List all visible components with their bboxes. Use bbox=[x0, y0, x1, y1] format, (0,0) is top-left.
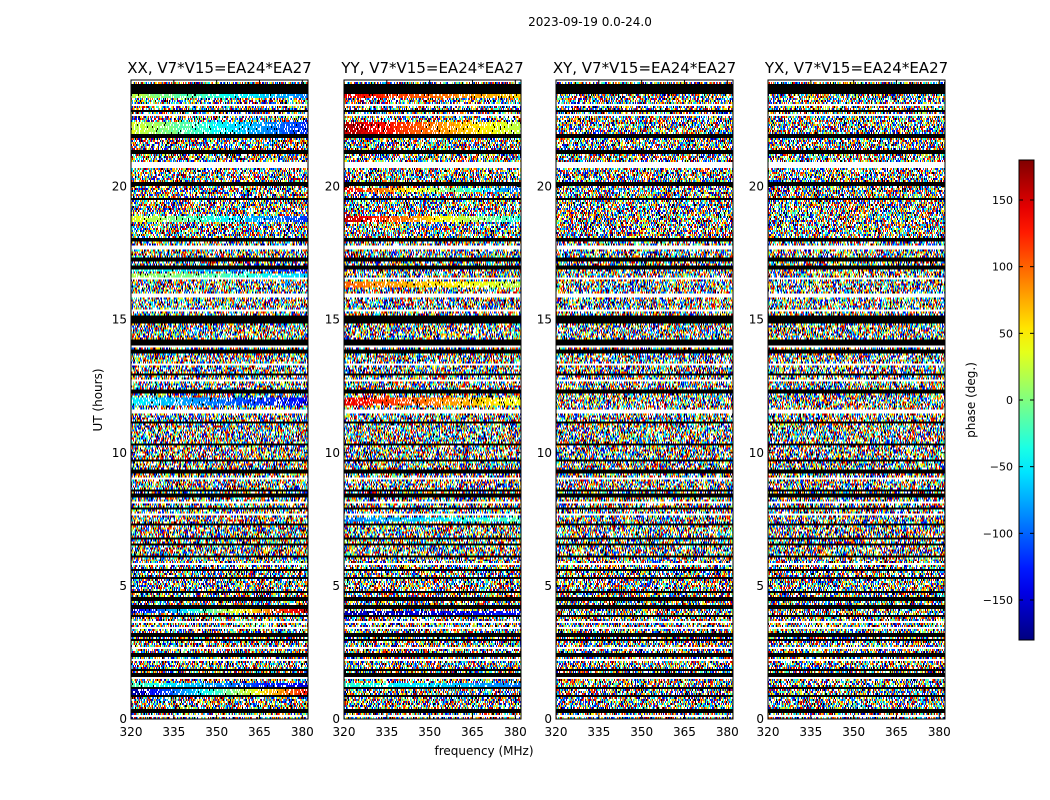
colorbar-tick-label: 100 bbox=[992, 261, 1013, 274]
y-tick-label: 0 bbox=[332, 712, 340, 726]
x-tick-label: 335 bbox=[587, 725, 610, 739]
panel-title: YX, V7*V15=EA24*EA27 bbox=[764, 59, 948, 77]
colorbar: 150 100 50 0 −50 −100 −150 bbox=[983, 159, 1035, 641]
x-tick-label: 365 bbox=[461, 725, 484, 739]
x-tick-label: 350 bbox=[418, 725, 441, 739]
panels: XX, V7*V15=EA24*EA27 320 335 350 365 380 0 5 10 1… bbox=[112, 59, 951, 739]
colorbar-tick-label: −50 bbox=[990, 461, 1013, 474]
panel-3: XY, V7*V15=EA24*EA27 320 335 350 365 380 0 5 10 1… bbox=[537, 59, 739, 739]
panel-2: YY, V7*V15=EA24*EA27 320 335 350 365 380 0 5 10 1… bbox=[325, 59, 527, 739]
x-tick-label: 380 bbox=[928, 725, 951, 739]
x-tick-label: 365 bbox=[885, 725, 908, 739]
y-tick-label: 20 bbox=[749, 180, 764, 194]
panel-4: YX, V7*V15=EA24*EA27 320 335 350 365 380 0 5 10 1… bbox=[749, 59, 951, 739]
x-tick-label: 365 bbox=[673, 725, 696, 739]
y-tick-label: 5 bbox=[119, 579, 127, 593]
figure-title: 2023-09-19 0.0-24.0 bbox=[528, 15, 652, 29]
colorbar-tick-label: 0 bbox=[1006, 394, 1013, 407]
y-tick-label: 10 bbox=[749, 446, 764, 460]
x-tick-label: 320 bbox=[120, 725, 143, 739]
x-tick-label: 320 bbox=[757, 725, 780, 739]
x-tick-label: 350 bbox=[630, 725, 653, 739]
x-tick-label: 350 bbox=[842, 725, 865, 739]
y-tick-label: 15 bbox=[325, 313, 340, 327]
y-tick-label: 20 bbox=[325, 180, 340, 194]
y-tick-label: 5 bbox=[544, 579, 552, 593]
colorbar-tick-label: 150 bbox=[992, 194, 1013, 207]
y-tick-label: 5 bbox=[756, 579, 764, 593]
panel-heatmap bbox=[768, 80, 945, 719]
colorbar-tick-label: −100 bbox=[983, 527, 1013, 540]
x-tick-label: 335 bbox=[162, 725, 185, 739]
x-tick-label: 365 bbox=[248, 725, 271, 739]
y-tick-label: 15 bbox=[537, 313, 552, 327]
panel-frame bbox=[343, 79, 522, 720]
x-tick-label: 380 bbox=[504, 725, 527, 739]
panel-title: XX, V7*V15=EA24*EA27 bbox=[127, 59, 311, 77]
colorbar-label: phase (deg.) bbox=[964, 362, 978, 438]
panel-heatmap bbox=[131, 80, 308, 719]
colorbar-tick-label: −150 bbox=[983, 594, 1013, 607]
panel-frame bbox=[767, 79, 946, 720]
panel-frame bbox=[555, 79, 734, 720]
y-tick-label: 10 bbox=[537, 446, 552, 460]
y-tick-label: 15 bbox=[749, 313, 764, 327]
colorbar-tick-label: 50 bbox=[999, 327, 1013, 340]
panel-title: YY, V7*V15=EA24*EA27 bbox=[340, 59, 523, 77]
y-tick-label: 10 bbox=[112, 446, 127, 460]
y-tick-label: 20 bbox=[112, 180, 127, 194]
x-tick-label: 380 bbox=[716, 725, 739, 739]
y-tick-label: 15 bbox=[112, 313, 127, 327]
panel-1: XX, V7*V15=EA24*EA27 320 335 350 365 380 0 5 10 1… bbox=[112, 59, 314, 739]
y-tick-label: 10 bbox=[325, 446, 340, 460]
y-tick-label: 0 bbox=[544, 712, 552, 726]
y-tick-label: 20 bbox=[537, 180, 552, 194]
panel-heatmap bbox=[556, 80, 733, 719]
y-tick-label: 0 bbox=[119, 712, 127, 726]
x-tick-label: 320 bbox=[333, 725, 356, 739]
x-axis-label: frequency (MHz) bbox=[434, 744, 533, 758]
x-tick-label: 350 bbox=[205, 725, 228, 739]
x-tick-label: 335 bbox=[799, 725, 822, 739]
panel-frame bbox=[130, 79, 309, 720]
panel-title: XY, V7*V15=EA24*EA27 bbox=[553, 59, 736, 77]
x-tick-label: 335 bbox=[375, 725, 398, 739]
y-axis-label: UT (hours) bbox=[91, 368, 105, 431]
panel-heatmap bbox=[344, 80, 521, 719]
y-tick-label: 5 bbox=[332, 579, 340, 593]
x-tick-label: 380 bbox=[291, 725, 314, 739]
y-tick-label: 0 bbox=[756, 712, 764, 726]
x-tick-label: 320 bbox=[545, 725, 568, 739]
